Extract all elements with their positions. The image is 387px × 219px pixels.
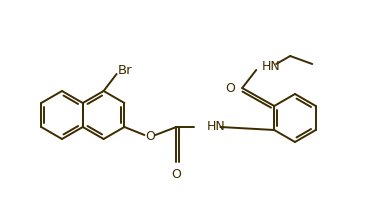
Text: O: O	[171, 168, 182, 180]
Text: HN: HN	[206, 120, 225, 134]
Text: O: O	[146, 131, 155, 143]
Text: Br: Br	[118, 65, 132, 78]
Text: O: O	[225, 83, 235, 95]
Text: HN: HN	[262, 60, 281, 72]
